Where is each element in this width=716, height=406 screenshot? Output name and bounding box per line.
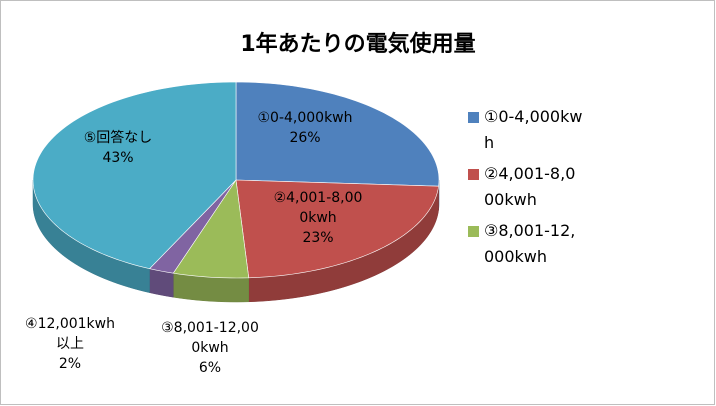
data-label-category: ④12,001kwh以上 [25, 316, 115, 352]
legend-label: ②4,001-8,000kwh [484, 164, 576, 209]
data-label: ④12,001kwh以上 2% [20, 314, 120, 374]
data-label: ②4,001-8,000kwh 23% [273, 188, 363, 248]
legend-swatch [468, 112, 479, 123]
legend-label: ③8,001-12,000kwh [484, 221, 576, 266]
data-label: ③8,001-12,000kwh 6% [160, 318, 260, 378]
chart-title: 1年あたりの電気使用量 [240, 32, 476, 57]
slice [32, 81, 237, 270]
slice [172, 179, 250, 279]
slice [235, 179, 439, 279]
data-label-category: ③8,001-12,000kwh [161, 320, 259, 356]
legend-label: ①0-4,000kwh [484, 107, 583, 152]
data-label-value: 2% [58, 356, 82, 372]
data-label-value: 6% [198, 360, 222, 376]
slice-side [149, 268, 174, 298]
data-label-category: ①0-4,000kwh [257, 110, 353, 126]
data-label-category: ②4,001-8,000kwh [273, 190, 363, 226]
data-label-category: ⑤回答なし [83, 130, 153, 146]
data-label: ⑤回答なし 43% [63, 128, 173, 168]
slice [235, 81, 440, 187]
legend-swatch [468, 226, 479, 237]
data-label-value: 43% [102, 150, 134, 166]
data-label: ①0-4,000kwh 26% [240, 108, 370, 148]
legend-swatch [468, 169, 479, 180]
data-label-value: 26% [289, 130, 321, 146]
data-label-value: 23% [302, 230, 334, 246]
